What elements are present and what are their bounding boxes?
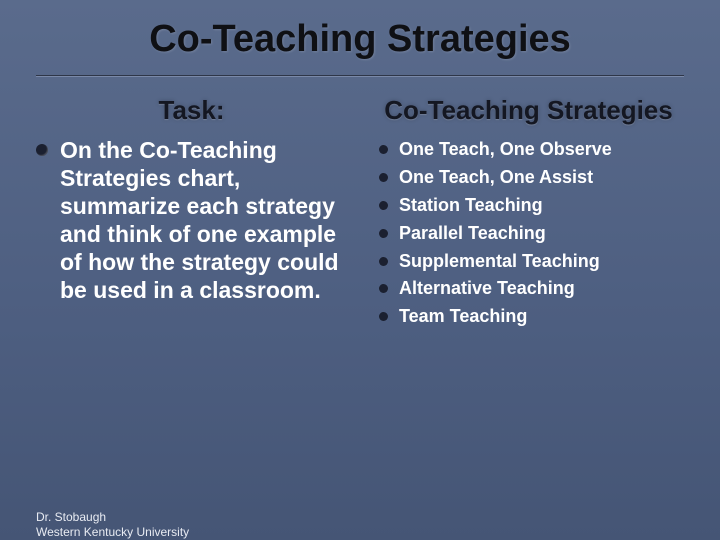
- slide-title: Co-Teaching Strategies: [0, 0, 720, 75]
- right-bullet-list: One Teach, One Observe One Teach, One As…: [369, 136, 688, 331]
- right-column: Co-Teaching Strategies One Teach, One Ob…: [369, 95, 688, 331]
- footer: Dr. Stobaugh Western Kentucky University: [36, 510, 189, 540]
- list-item: One Teach, One Assist: [375, 164, 688, 192]
- footer-line-1: Dr. Stobaugh: [36, 510, 189, 525]
- list-item: Parallel Teaching: [375, 220, 688, 248]
- list-item: One Teach, One Observe: [375, 136, 688, 164]
- footer-line-2: Western Kentucky University: [36, 525, 189, 540]
- list-item: On the Co-Teaching Strategies chart, sum…: [34, 136, 345, 304]
- slide: Co-Teaching Strategies Task: On the Co-T…: [0, 0, 720, 540]
- list-item: Supplemental Teaching: [375, 248, 688, 276]
- list-item: Station Teaching: [375, 192, 688, 220]
- list-item: Alternative Teaching: [375, 275, 688, 303]
- list-item: Team Teaching: [375, 303, 688, 331]
- right-heading: Co-Teaching Strategies: [369, 95, 688, 126]
- left-heading: Task:: [32, 95, 351, 126]
- left-column: Task: On the Co-Teaching Strategies char…: [32, 95, 351, 331]
- left-bullet-list: On the Co-Teaching Strategies chart, sum…: [32, 136, 351, 304]
- content-columns: Task: On the Co-Teaching Strategies char…: [0, 77, 720, 331]
